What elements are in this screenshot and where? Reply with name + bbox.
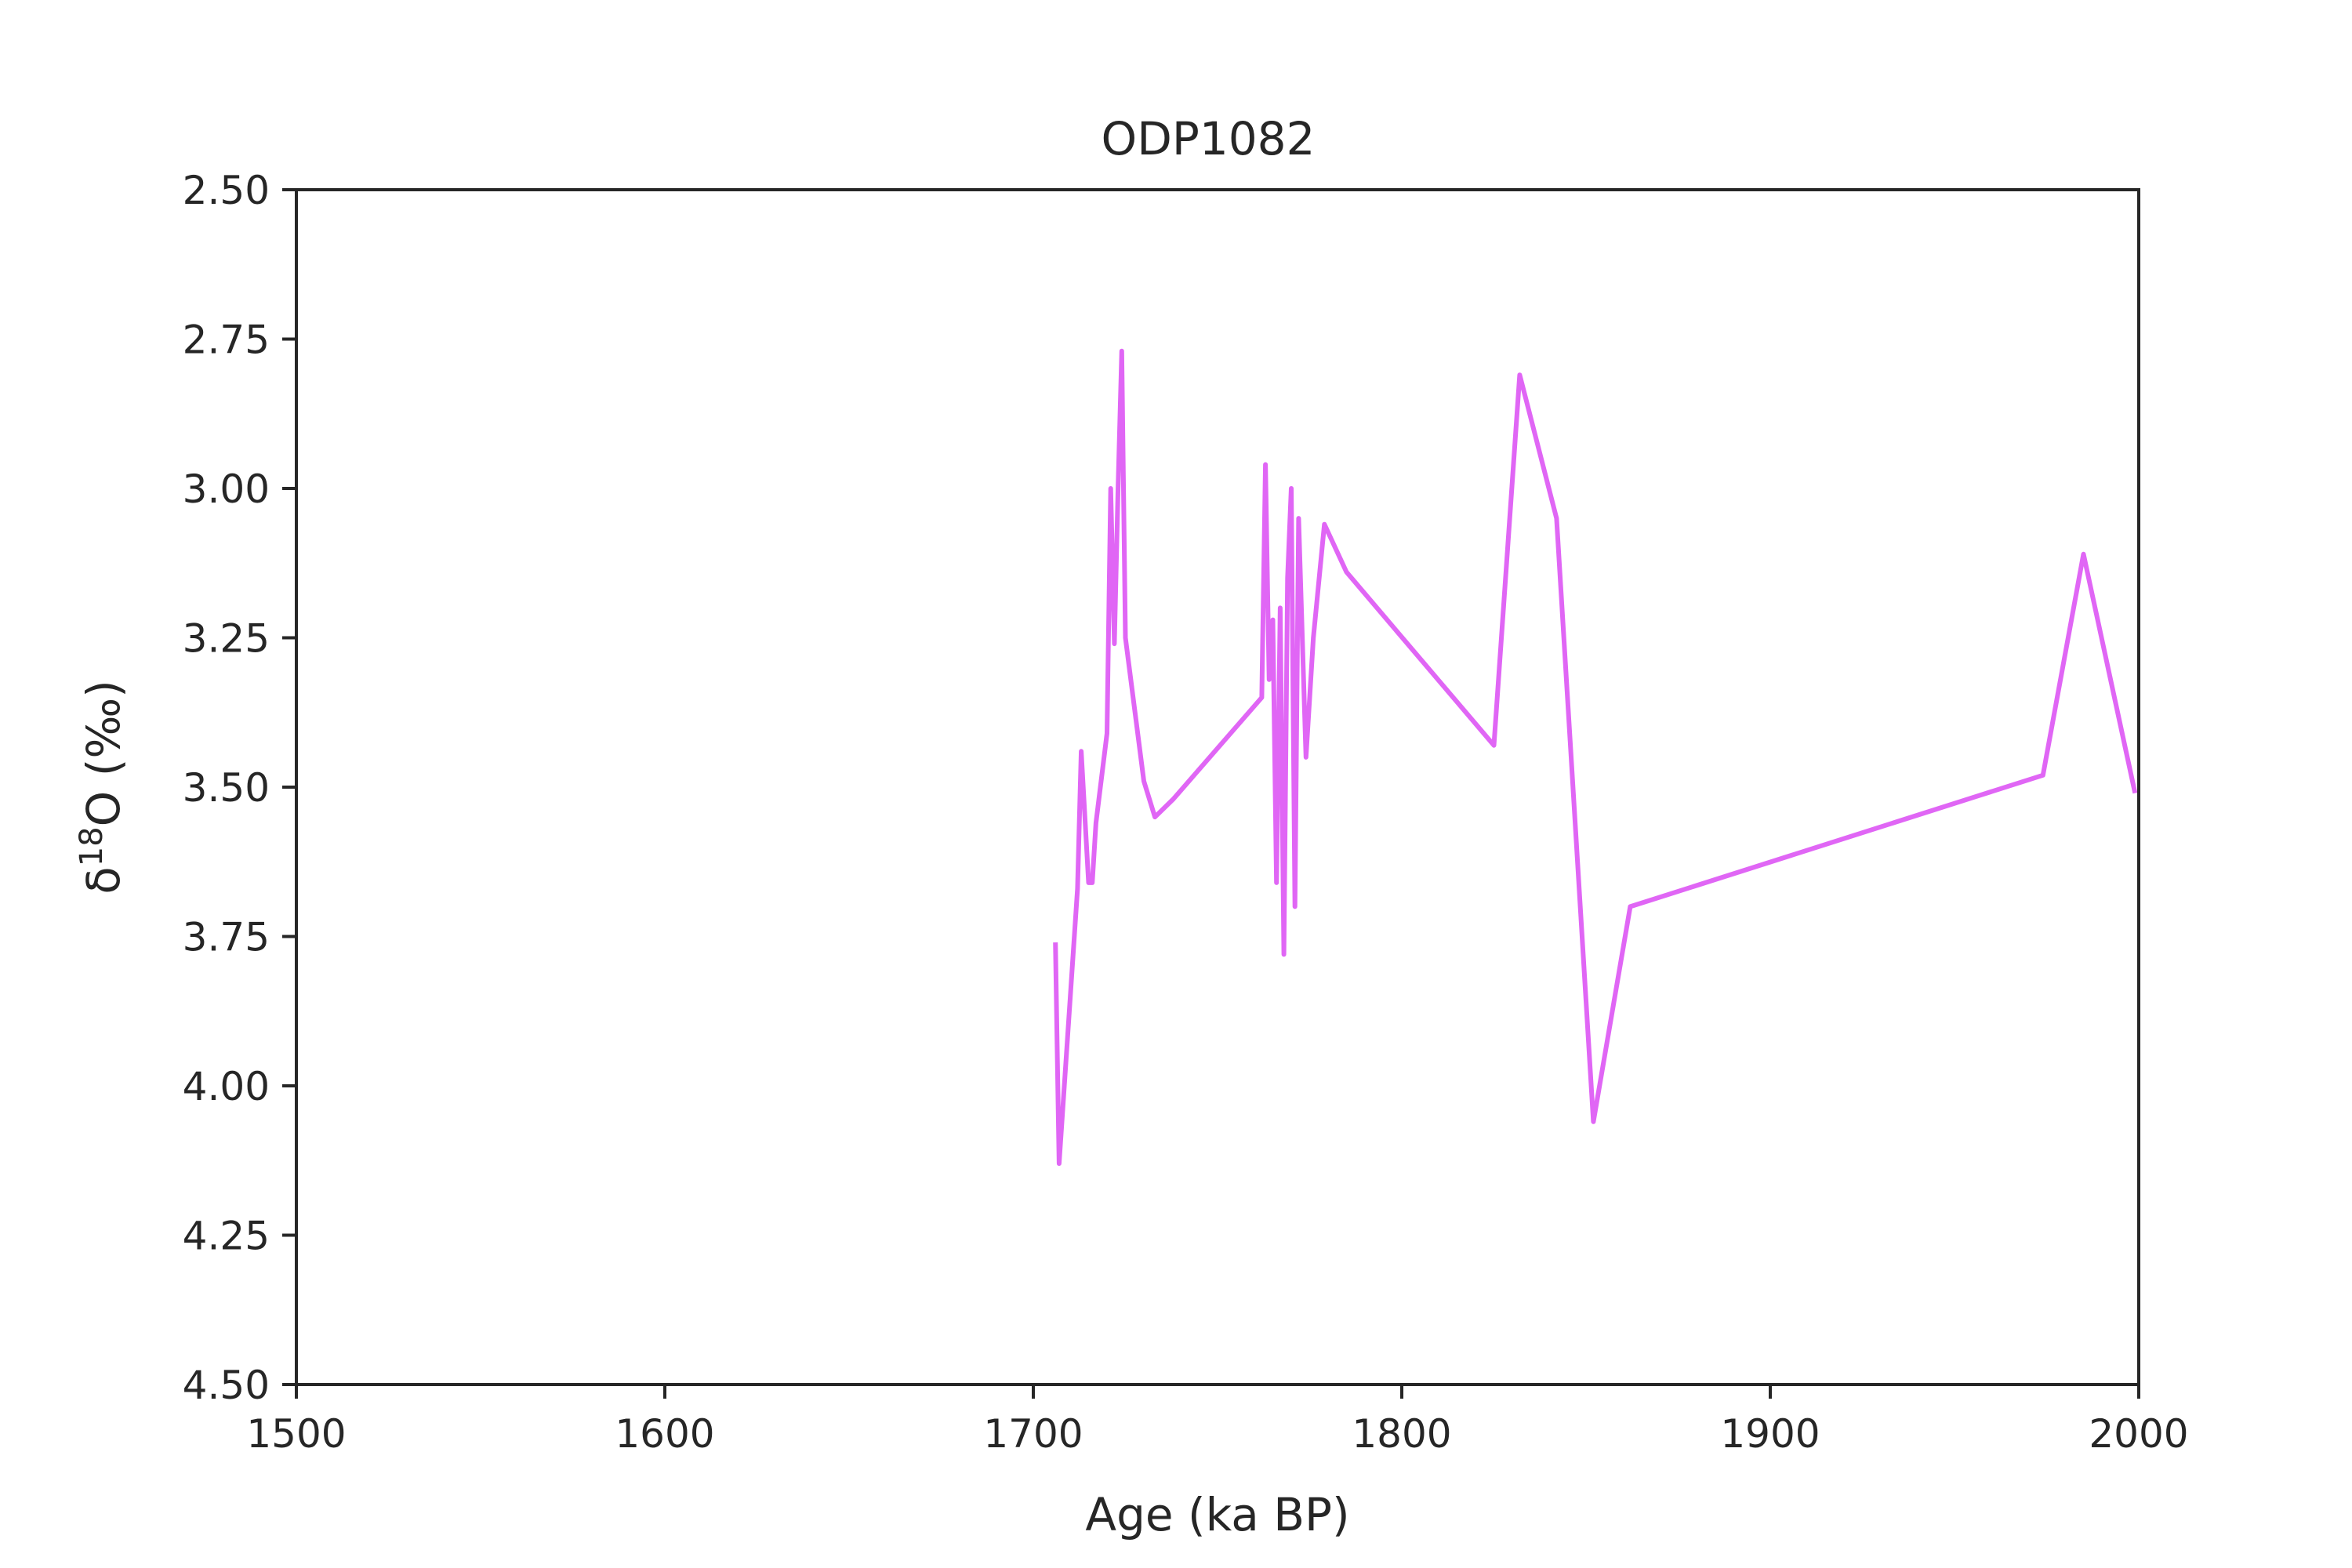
plot-line-layer — [1053, 348, 2138, 1167]
y-tick-label: 3.00 — [183, 466, 270, 512]
x-tick-label: 1900 — [1720, 1411, 1820, 1457]
y-tick-label: 4.50 — [183, 1363, 270, 1408]
chart-title: ODP1082 — [1102, 112, 1316, 165]
y-tick-label: 3.50 — [183, 765, 270, 811]
y-tick-label: 2.50 — [183, 168, 270, 213]
y-axis-title-base: δ — [77, 866, 130, 895]
x-tick-label: 2000 — [2089, 1411, 2188, 1457]
series-line-0 — [1053, 348, 2138, 1167]
x-tick-label: 1500 — [246, 1411, 346, 1457]
x-tick-label: 1700 — [983, 1411, 1083, 1457]
y-tick-label: 3.75 — [183, 915, 270, 960]
y-axis-title-superscript: 18 — [74, 826, 110, 866]
y-axis-title: δ18O (‰) — [74, 680, 130, 895]
y-tick-label: 4.25 — [183, 1214, 270, 1259]
y-tick-label: 2.75 — [183, 318, 270, 363]
y-tick-label: 3.25 — [183, 616, 270, 662]
x-axis-ticks: 1500 1600 1700 1800 1900 2000 — [246, 1385, 2189, 1457]
x-tick-label: 1600 — [615, 1411, 714, 1457]
y-axis-title-rest: O (‰) — [77, 680, 130, 826]
y-axis-ticks: 2.50 2.75 3.00 3.25 3.50 3.75 4.00 4.25 4.50 — [183, 168, 296, 1408]
y-tick-label: 4.00 — [183, 1064, 270, 1109]
x-tick-label: 1800 — [1352, 1411, 1451, 1457]
x-axis-title: Age (ka BP) — [1085, 1488, 1349, 1541]
